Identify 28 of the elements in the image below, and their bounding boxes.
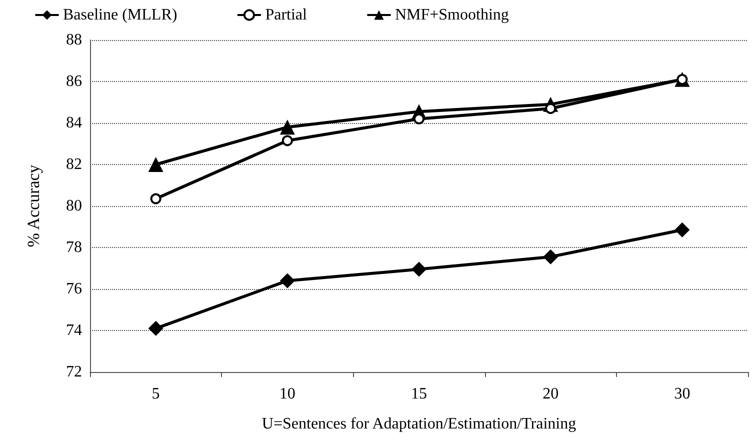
legend-label: Partial [265,6,308,24]
point [412,262,426,277]
point [282,135,293,146]
x-tick-label: 10 [279,386,296,402]
legend-label: NMF+Smoothing [394,6,509,24]
x-tick-label: 5 [152,386,160,402]
y-tick-label: 84 [66,114,82,132]
point [280,273,295,288]
x-tick-label: 15 [411,386,427,402]
y-tick-label: 72 [66,364,82,380]
y-tick-label: 74 [66,322,82,339]
point [148,320,164,336]
legend-label: Baseline (MLLR) [63,6,178,24]
y-tick-label: 80 [66,198,82,214]
y-tick-label: 76 [66,280,82,298]
y-tick-label: 82 [66,156,82,173]
point [150,193,162,204]
y-axis-title: % Accuracy [24,164,43,248]
x-tick-label: 20 [542,386,559,402]
point [148,157,164,172]
x-tick-label: 30 [674,386,690,402]
point [543,249,558,264]
point [674,222,690,238]
y-tick-label: 86 [66,73,82,90]
x-axis-title: U=Sentences for Adaptation/Estimation/Training [262,416,576,432]
point [280,120,295,135]
y-tick-label: 78 [66,239,82,256]
y-tick-label: 88 [66,32,82,48]
